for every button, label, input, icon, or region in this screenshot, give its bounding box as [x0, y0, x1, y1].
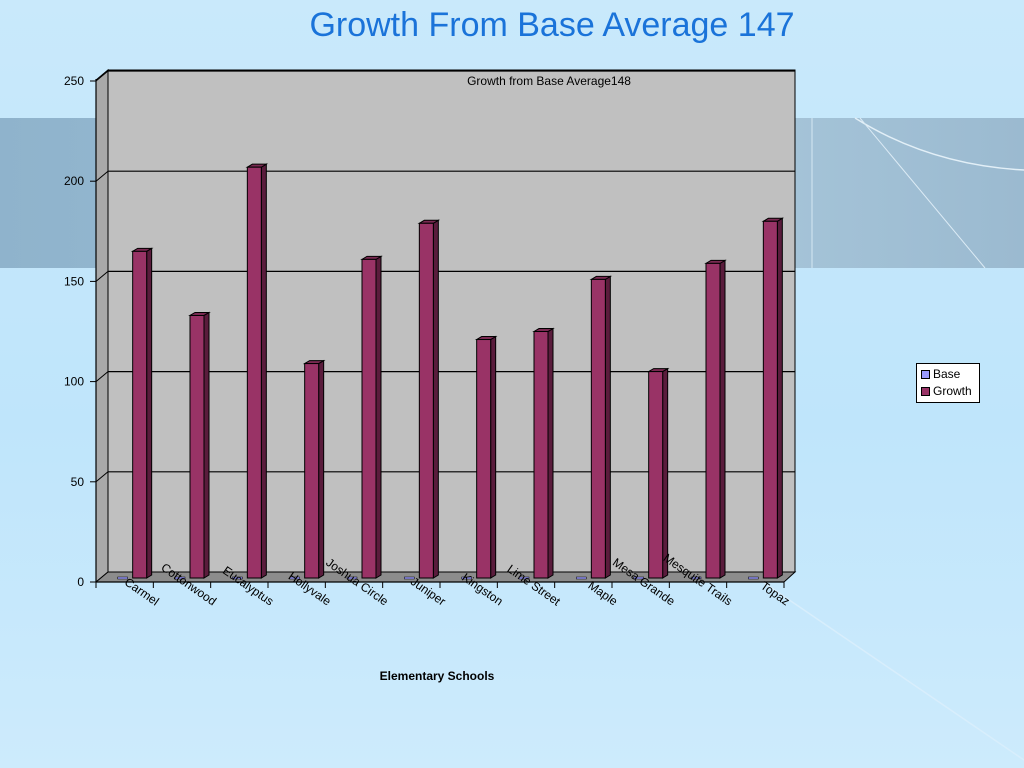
bar-growth-topaz [762, 220, 778, 579]
bar-base-hollyvale [289, 576, 300, 580]
bar-growth-side-eucalyptus [260, 163, 267, 579]
chart-legend: Base Growth [916, 363, 980, 403]
legend-swatch-base [921, 370, 930, 379]
chart-title: Growth from Base Average148 [467, 74, 631, 88]
chart-back-wall [107, 69, 796, 573]
gridline-side-100 [95, 371, 109, 382]
bar-growth-side-juniper [432, 219, 439, 579]
legend-item-growth: Growth [921, 383, 979, 400]
bar-group-joshua-circle [346, 255, 383, 580]
y-tick-label-150: 150 [64, 274, 84, 288]
bar-growth-side-kingston [490, 335, 497, 579]
bar-growth-hollyvale [304, 363, 320, 579]
bar-growth-side-mesa-grande [662, 367, 669, 579]
x-tick-label-maple: Maple [586, 578, 621, 608]
bar-growth-side-topaz [776, 217, 783, 579]
bar-base-juniper [404, 576, 415, 580]
bar-growth-side-hollyvale [318, 359, 325, 579]
gridline-side-200 [95, 170, 109, 182]
bar-group-juniper [404, 219, 441, 580]
bar-growth-joshua-circle [361, 258, 377, 579]
bar-growth-mesquite-trails [705, 262, 721, 579]
bar-base-kingston [461, 576, 472, 580]
bar-base-eucalyptus [232, 576, 243, 580]
bar-base-carmel [117, 576, 128, 580]
y-tick-label-100: 100 [64, 375, 84, 389]
bar-growth-side-maple [604, 275, 611, 579]
bar-base-mesa-grande [633, 576, 644, 580]
bar-group-cottonwood [174, 311, 211, 580]
bar-growth-mesa-grande [648, 371, 664, 579]
bar-group-lime-street [518, 327, 555, 580]
bar-group-mesa-grande [633, 367, 670, 580]
bar-growth-carmel [132, 250, 148, 579]
bar-group-maple [576, 275, 613, 580]
bar-growth-side-cottonwood [203, 311, 210, 579]
y-tick-label-250: 250 [64, 74, 84, 88]
bar-group-mesquite-trails [690, 259, 727, 580]
bar-group-eucalyptus [232, 163, 269, 580]
bar-group-topaz [748, 217, 785, 580]
bar-group-hollyvale [289, 359, 326, 580]
bar-growth-cottonwood [189, 314, 205, 579]
x-axis-title: Elementary Schools [380, 669, 495, 683]
bar-group-carmel [117, 247, 154, 580]
bar-growth-side-joshua-circle [375, 255, 382, 579]
gridline-side-150 [95, 271, 109, 282]
bar-growth-kingston [476, 339, 492, 579]
slide-title: Growth From Base Average 147 [309, 6, 795, 44]
bar-base-joshua-circle [346, 576, 358, 580]
bar-growth-side-mesquite-trails [719, 259, 726, 579]
bar-growth-side-lime-street [547, 327, 554, 579]
gridline-side-250 [95, 70, 109, 82]
bar-growth-maple [590, 278, 606, 579]
x-tick-label-topaz: Topaz [758, 579, 792, 609]
y-tick-label-200: 200 [64, 174, 84, 188]
chart-gridlines [95, 70, 795, 483]
chart-frame [90, 68, 797, 588]
bar-growth-lime-street [533, 331, 549, 579]
bar-base-maple [576, 576, 587, 580]
bar-base-lime-street [518, 576, 530, 580]
bar-growth-eucalyptus [246, 166, 262, 579]
bar-group-kingston [461, 335, 498, 580]
legend-item-base: Base [921, 366, 979, 383]
bar-growth-juniper [418, 222, 434, 579]
legend-label-base: Base [933, 367, 961, 381]
gridline-side-50 [95, 471, 109, 483]
bar-base-topaz [748, 576, 759, 580]
bar-base-cottonwood [174, 576, 186, 580]
y-tick-label-0: 0 [77, 575, 84, 589]
bar-growth-side-carmel [146, 247, 153, 579]
chart-bars [117, 163, 785, 580]
legend-swatch-growth [921, 387, 930, 396]
y-tick-label-50: 50 [71, 475, 85, 489]
legend-label-growth: Growth [933, 384, 972, 398]
bar-base-mesquite-trails [690, 576, 702, 580]
chart-side-wall [95, 68, 109, 584]
